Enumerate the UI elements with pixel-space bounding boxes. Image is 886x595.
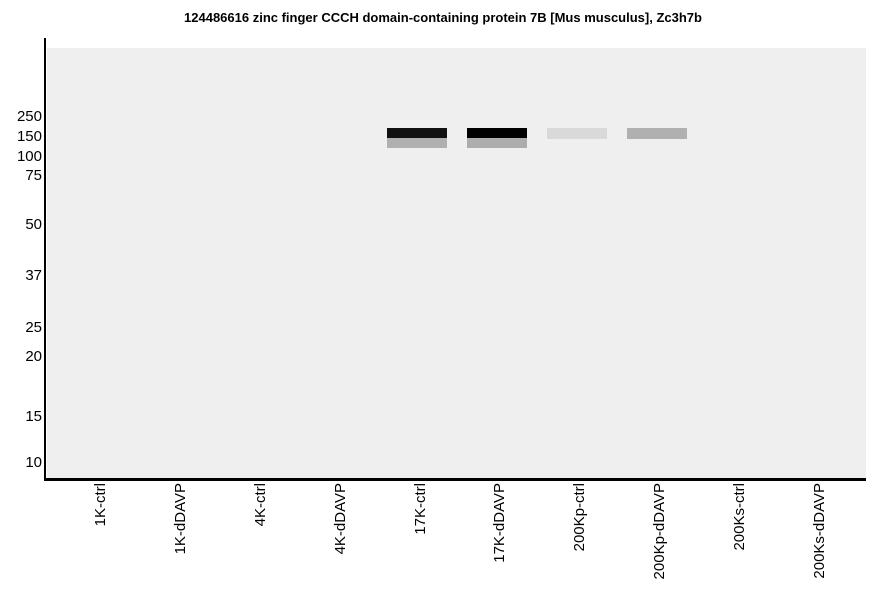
lane-label-17K-dDAVP: 17K-dDAVP	[490, 483, 508, 563]
lane-label-200Kp-dDAVP: 200Kp-dDAVP	[650, 483, 668, 580]
lane-label-17K-ctrl: 17K-ctrl	[411, 483, 429, 535]
y-tick-label-75: 75	[25, 167, 42, 184]
y-tick-label-25: 25	[25, 319, 42, 336]
band-17K-ctrl	[387, 138, 447, 148]
band-200Kp-dDAVP	[627, 128, 687, 139]
y-tick-label-150: 150	[16, 128, 42, 145]
band-200Kp-ctrl	[547, 128, 607, 139]
lane-label-4K-ctrl: 4K-ctrl	[251, 483, 269, 527]
plot-area	[47, 48, 866, 479]
y-tick-label-10: 10	[25, 454, 42, 471]
lane-label-200Ks-ctrl: 200Ks-ctrl	[730, 483, 748, 551]
y-tick-label-15: 15	[25, 408, 42, 425]
y-axis-line	[44, 38, 46, 481]
y-tick-label-50: 50	[25, 216, 42, 233]
lane-label-1K-dDAVP: 1K-dDAVP	[171, 483, 189, 555]
lane-label-200Ks-dDAVP: 200Ks-dDAVP	[810, 483, 828, 579]
y-tick-label-250: 250	[16, 108, 42, 125]
lane-label-1K-ctrl: 1K-ctrl	[91, 483, 109, 527]
x-axis-line	[44, 478, 866, 481]
lane-label-200Kp-ctrl: 200Kp-ctrl	[570, 483, 588, 552]
chart-title: 124486616 zinc finger CCCH domain-contai…	[184, 10, 702, 25]
band-17K-dDAVP	[467, 128, 527, 138]
band-17K-dDAVP	[467, 138, 527, 148]
y-tick-label-37: 37	[25, 267, 42, 284]
y-tick-label-20: 20	[25, 348, 42, 365]
band-17K-ctrl	[387, 128, 447, 138]
y-tick-label-100: 100	[16, 148, 42, 165]
lane-label-4K-dDAVP: 4K-dDAVP	[331, 483, 349, 555]
